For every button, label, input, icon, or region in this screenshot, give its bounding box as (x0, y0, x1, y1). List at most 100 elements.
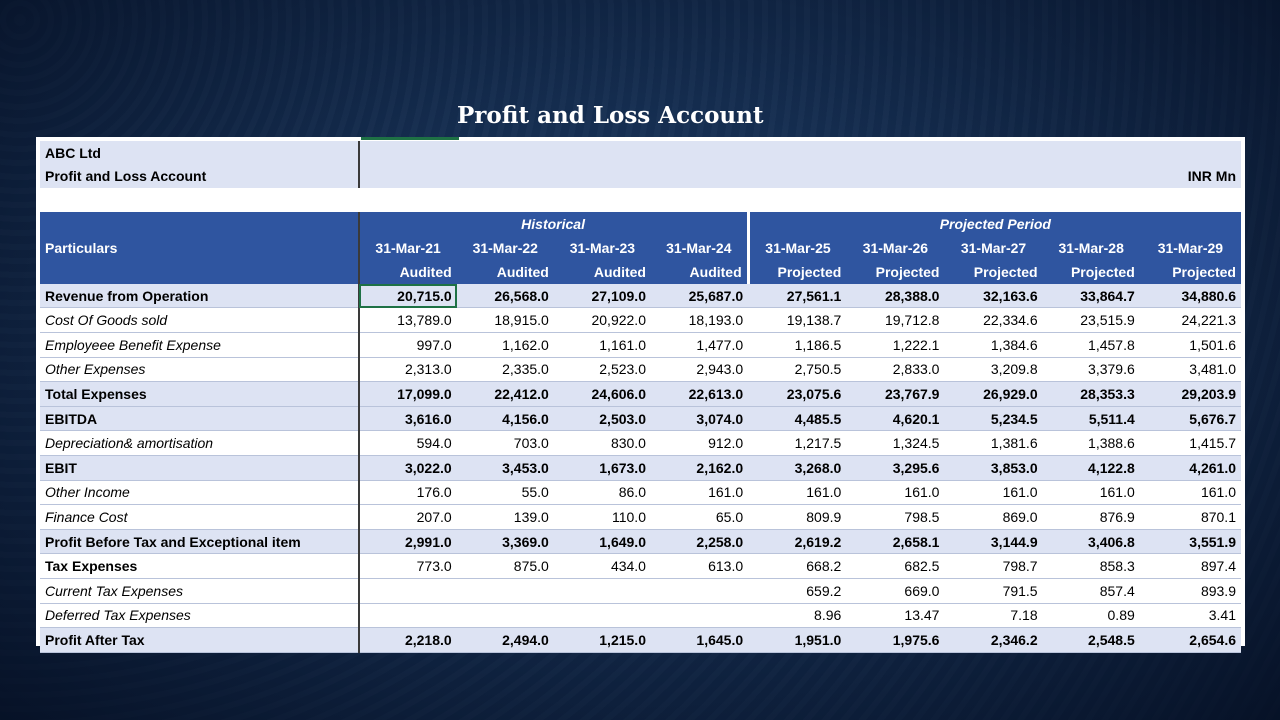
value-cell[interactable]: 2,548.5 (1042, 627, 1140, 653)
value-cell[interactable]: 773.0 (357, 553, 457, 579)
value-cell[interactable]: 22,613.0 (650, 381, 749, 407)
value-cell[interactable]: 613.0 (650, 553, 749, 579)
value-cell[interactable]: 18,193.0 (650, 307, 749, 333)
value-cell[interactable]: 3,616.0 (357, 406, 457, 432)
value-cell[interactable]: 4,122.8 (1042, 455, 1140, 481)
value-cell[interactable]: 1,673.0 (553, 455, 651, 481)
value-cell[interactable]: 791.5 (944, 578, 1043, 604)
value-cell[interactable]: 4,485.5 (748, 406, 847, 432)
value-cell[interactable]: 2,943.0 (650, 357, 749, 383)
value-cell[interactable]: 161.0 (748, 480, 847, 506)
value-cell[interactable]: 65.0 (650, 504, 749, 530)
value-cell[interactable]: 4,261.0 (1139, 455, 1241, 481)
value-cell[interactable]: 668.2 (748, 553, 847, 579)
value-cell[interactable]: 25,687.0 (650, 283, 749, 309)
value-cell[interactable]: 869.0 (944, 504, 1043, 530)
value-cell[interactable]: 876.9 (1042, 504, 1140, 530)
value-cell[interactable]: 1,222.1 (846, 332, 945, 358)
value-cell[interactable]: 28,353.3 (1042, 381, 1140, 407)
value-cell[interactable]: 23,515.9 (1042, 307, 1140, 333)
value-cell[interactable]: 1,324.5 (846, 430, 945, 456)
value-cell[interactable]: 2,313.0 (357, 357, 457, 383)
value-cell[interactable]: 3,074.0 (650, 406, 749, 432)
value-cell[interactable] (553, 578, 651, 604)
value-cell[interactable] (357, 603, 457, 629)
value-cell[interactable] (553, 603, 651, 629)
value-cell[interactable]: 1,457.8 (1042, 332, 1140, 358)
value-cell[interactable]: 161.0 (944, 480, 1043, 506)
value-cell[interactable]: 3,144.9 (944, 529, 1043, 555)
value-cell[interactable]: 2,833.0 (846, 357, 945, 383)
value-cell[interactable]: 3,022.0 (357, 455, 457, 481)
value-cell[interactable]: 139.0 (456, 504, 554, 530)
value-cell[interactable]: 1,649.0 (553, 529, 651, 555)
value-cell[interactable]: 1,975.6 (846, 627, 945, 653)
value-cell[interactable]: 22,412.0 (456, 381, 554, 407)
value-cell[interactable]: 669.0 (846, 578, 945, 604)
value-cell[interactable]: 912.0 (650, 430, 749, 456)
value-cell[interactable]: 13.47 (846, 603, 945, 629)
value-cell[interactable]: 1,186.5 (748, 332, 847, 358)
value-cell[interactable]: 1,161.0 (553, 332, 651, 358)
value-cell[interactable]: 0.89 (1042, 603, 1140, 629)
value-cell[interactable]: 2,346.2 (944, 627, 1043, 653)
value-cell[interactable]: 13,789.0 (357, 307, 457, 333)
value-cell[interactable]: 809.9 (748, 504, 847, 530)
value-cell[interactable]: 3,481.0 (1139, 357, 1241, 383)
value-cell[interactable]: 893.9 (1139, 578, 1241, 604)
value-cell[interactable]: 2,658.1 (846, 529, 945, 555)
value-cell[interactable]: 27,561.1 (748, 283, 847, 309)
value-cell[interactable]: 682.5 (846, 553, 945, 579)
value-cell[interactable]: 2,494.0 (456, 627, 554, 653)
value-cell[interactable]: 798.5 (846, 504, 945, 530)
value-cell[interactable]: 2,619.2 (748, 529, 847, 555)
value-cell[interactable]: 24,606.0 (553, 381, 651, 407)
value-cell[interactable]: 110.0 (553, 504, 651, 530)
value-cell[interactable]: 2,750.5 (748, 357, 847, 383)
value-cell[interactable]: 897.4 (1139, 553, 1241, 579)
value-cell[interactable]: 207.0 (357, 504, 457, 530)
value-cell[interactable]: 3,406.8 (1042, 529, 1140, 555)
value-cell[interactable]: 18,915.0 (456, 307, 554, 333)
value-cell[interactable]: 29,203.9 (1139, 381, 1241, 407)
value-cell[interactable]: 875.0 (456, 553, 554, 579)
value-cell[interactable] (456, 603, 554, 629)
value-cell[interactable]: 1,215.0 (553, 627, 651, 653)
value-cell[interactable]: 3,453.0 (456, 455, 554, 481)
value-cell[interactable]: 7.18 (944, 603, 1043, 629)
value-cell[interactable]: 32,163.6 (944, 283, 1043, 309)
value-cell[interactable]: 3,295.6 (846, 455, 945, 481)
value-cell[interactable]: 2,258.0 (650, 529, 749, 555)
value-cell[interactable]: 1,388.6 (1042, 430, 1140, 456)
value-cell[interactable]: 5,511.4 (1042, 406, 1140, 432)
value-cell[interactable]: 33,864.7 (1042, 283, 1140, 309)
value-cell[interactable] (456, 578, 554, 604)
value-cell[interactable]: 3,853.0 (944, 455, 1043, 481)
value-cell[interactable]: 3,551.9 (1139, 529, 1241, 555)
value-cell[interactable]: 2,523.0 (553, 357, 651, 383)
value-cell[interactable]: 24,221.3 (1139, 307, 1241, 333)
value-cell[interactable]: 3,369.0 (456, 529, 554, 555)
value-cell[interactable]: 997.0 (357, 332, 457, 358)
value-cell[interactable] (357, 578, 457, 604)
value-cell[interactable]: 2,503.0 (553, 406, 651, 432)
value-cell[interactable]: 22,334.6 (944, 307, 1043, 333)
value-cell[interactable]: 26,568.0 (456, 283, 554, 309)
value-cell[interactable]: 857.4 (1042, 578, 1140, 604)
value-cell[interactable]: 86.0 (553, 480, 651, 506)
value-cell[interactable]: 594.0 (357, 430, 457, 456)
value-cell[interactable]: 703.0 (456, 430, 554, 456)
value-cell[interactable]: 434.0 (553, 553, 651, 579)
value-cell[interactable]: 1,415.7 (1139, 430, 1241, 456)
value-cell[interactable]: 20,715.0 (357, 283, 457, 309)
value-cell[interactable]: 26,929.0 (944, 381, 1043, 407)
value-cell[interactable]: 55.0 (456, 480, 554, 506)
value-cell[interactable]: 2,991.0 (357, 529, 457, 555)
value-cell[interactable]: 2,654.6 (1139, 627, 1241, 653)
value-cell[interactable]: 3,209.8 (944, 357, 1043, 383)
value-cell[interactable]: 4,156.0 (456, 406, 554, 432)
value-cell[interactable]: 23,767.9 (846, 381, 945, 407)
value-cell[interactable]: 8.96 (748, 603, 847, 629)
value-cell[interactable]: 161.0 (846, 480, 945, 506)
value-cell[interactable]: 19,138.7 (748, 307, 847, 333)
